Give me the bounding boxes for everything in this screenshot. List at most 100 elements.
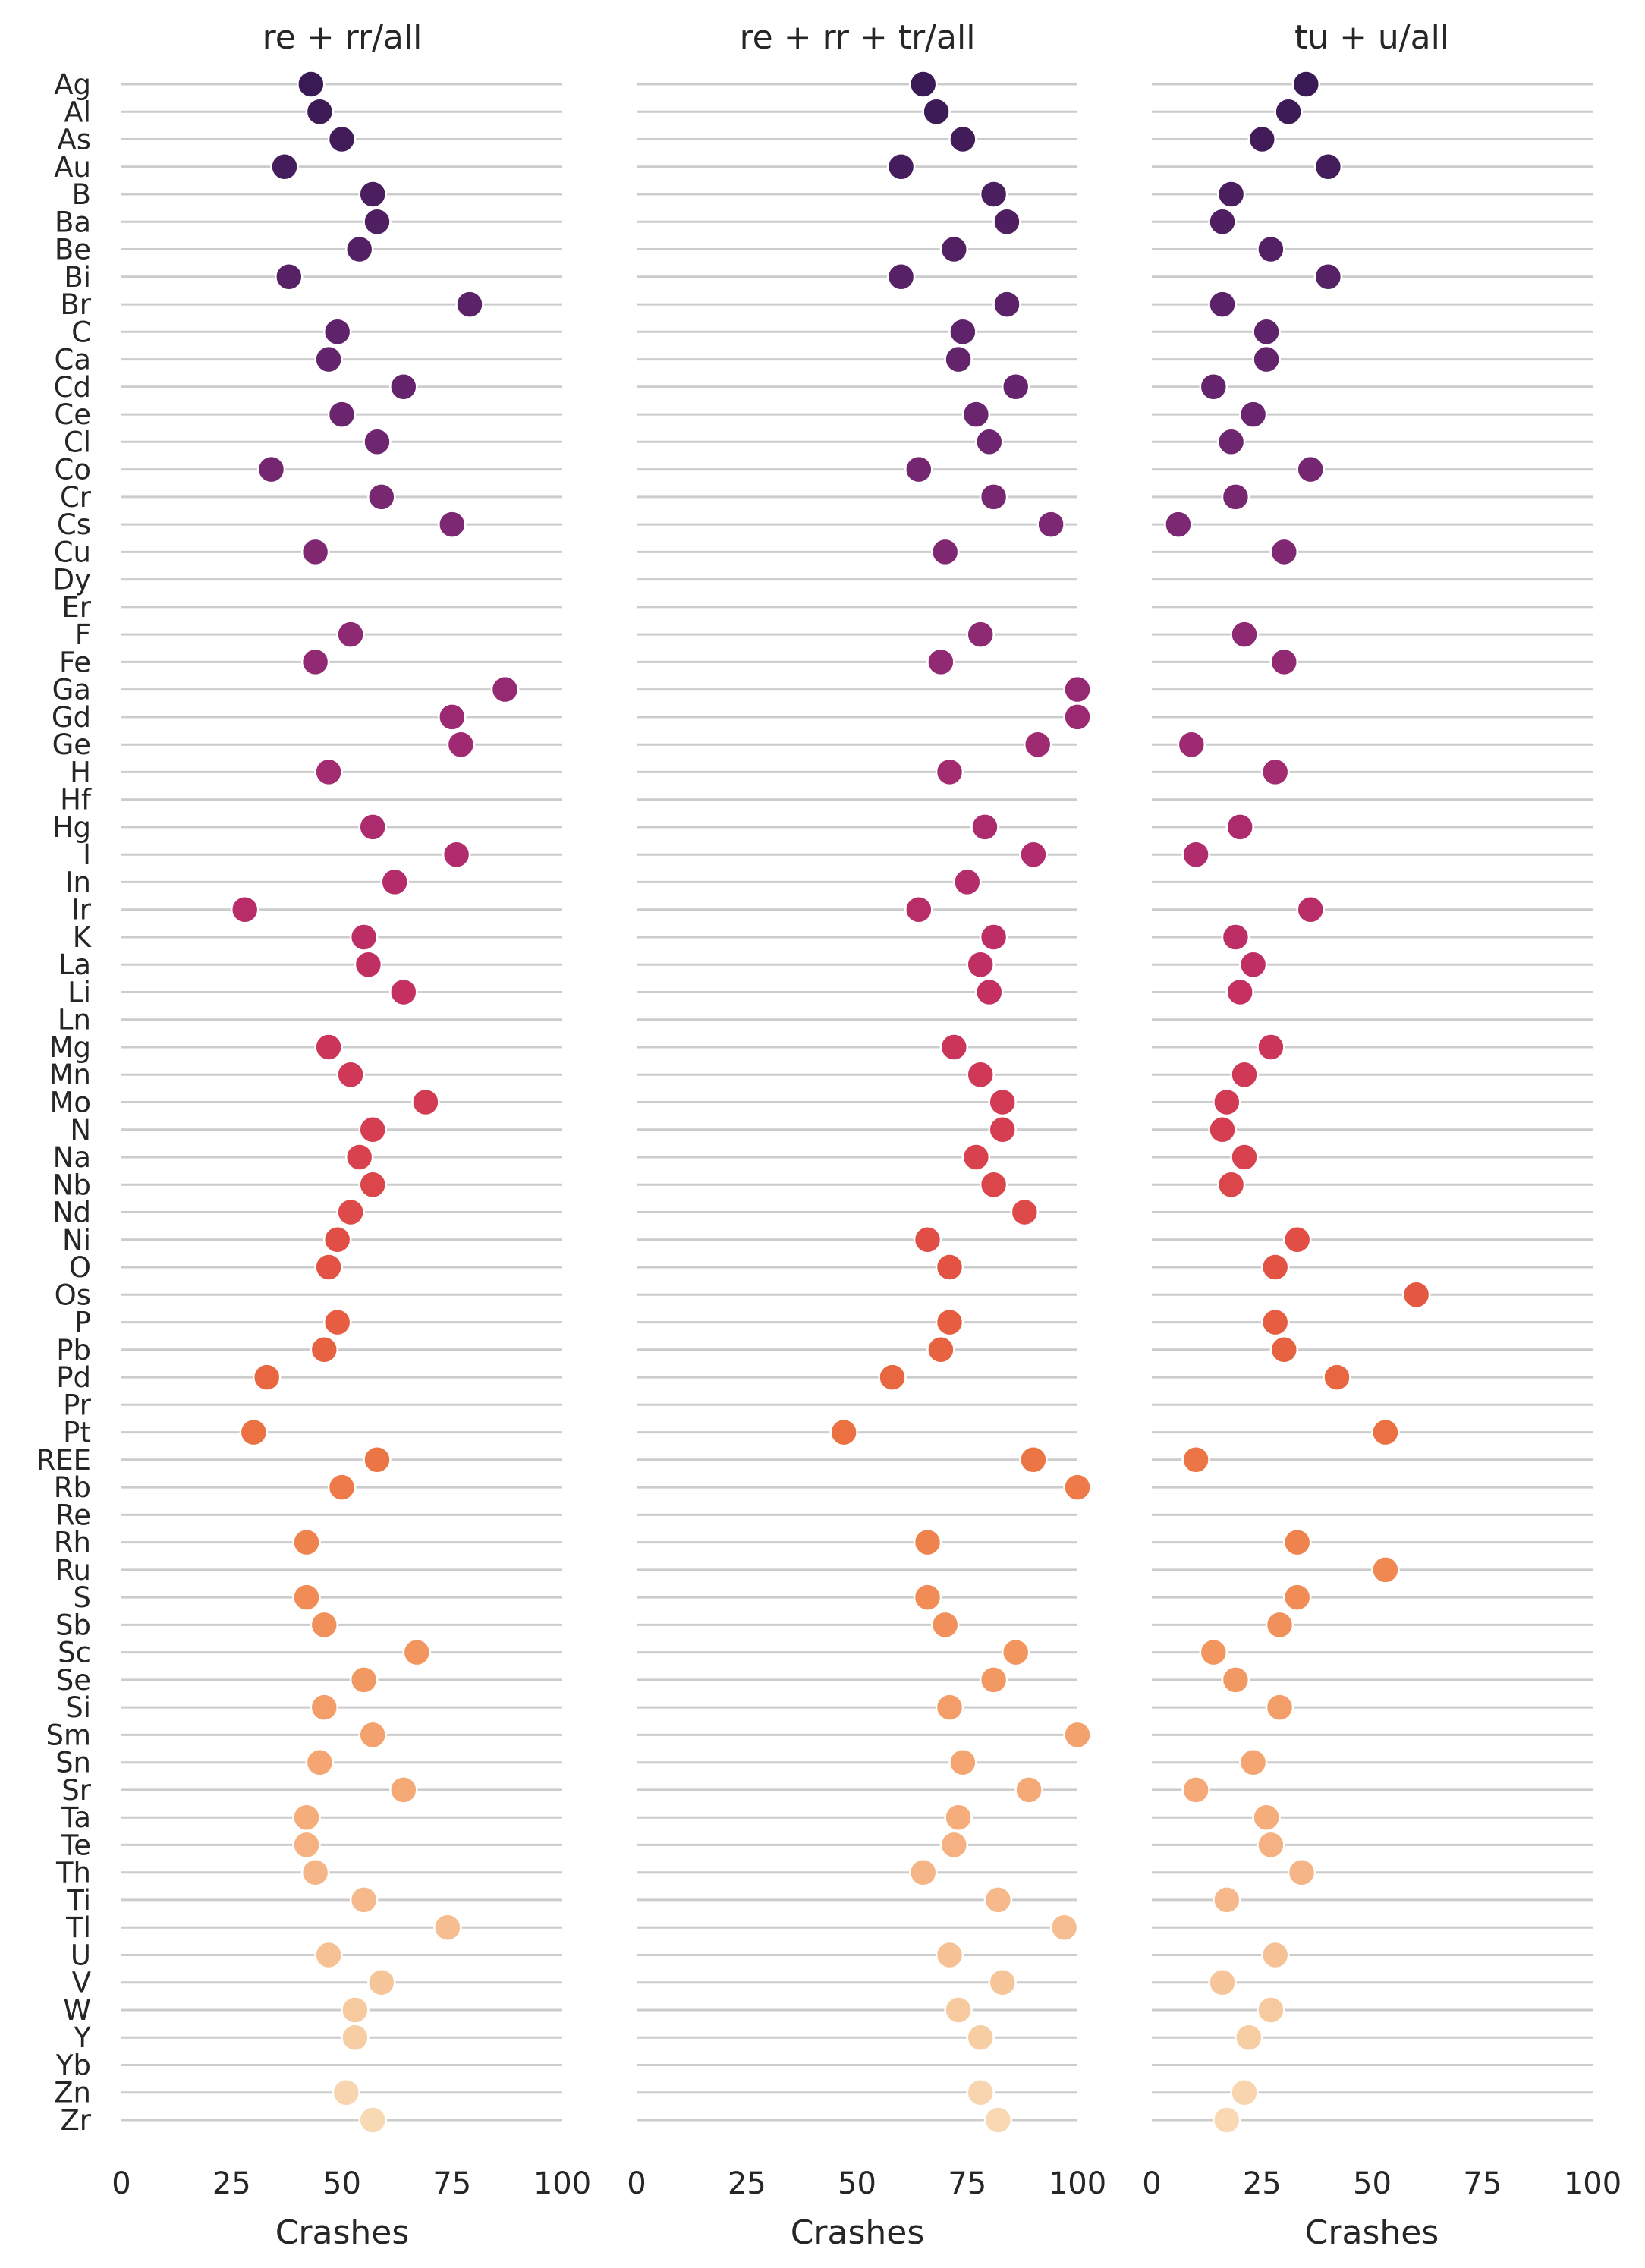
data-point-fe bbox=[300, 647, 330, 677]
data-point-pb bbox=[310, 1335, 339, 1364]
data-point-ti bbox=[983, 1886, 1013, 1914]
data-point-o bbox=[935, 1253, 964, 1282]
data-point-se bbox=[1221, 1666, 1250, 1694]
category-label: Al bbox=[64, 96, 91, 128]
data-point-ce bbox=[327, 400, 357, 429]
category-label: Se bbox=[56, 1664, 91, 1697]
data-point-la bbox=[966, 950, 995, 979]
data-point-cu bbox=[1269, 537, 1299, 567]
data-point-sr bbox=[1014, 1776, 1043, 1804]
data-point-th bbox=[908, 1857, 938, 1887]
category-label: Li bbox=[68, 977, 91, 1009]
data-point-sc bbox=[1199, 1637, 1228, 1667]
data-point-co bbox=[904, 455, 933, 484]
data-point-ru bbox=[1371, 1556, 1400, 1584]
category-label: La bbox=[58, 948, 91, 981]
data-point-pt bbox=[829, 1417, 858, 1447]
category-label: N bbox=[70, 1114, 91, 1147]
data-point-ni bbox=[913, 1225, 942, 1254]
data-point-mn bbox=[336, 1060, 365, 1089]
grid-lines bbox=[1152, 83, 1593, 2122]
data-point-y bbox=[341, 2023, 370, 2052]
data-point-gd bbox=[1063, 703, 1092, 731]
data-point-li bbox=[389, 977, 418, 1007]
data-point-br bbox=[992, 290, 1021, 319]
data-point-ti bbox=[1213, 1886, 1241, 1914]
data-point-as bbox=[1247, 124, 1277, 154]
data-point-u bbox=[935, 1940, 964, 1970]
data-point-au bbox=[886, 153, 916, 181]
data-point-sb bbox=[310, 1610, 339, 1640]
data-point-ce bbox=[1238, 400, 1268, 429]
data-point-cr bbox=[1221, 483, 1250, 511]
data-point-ce bbox=[961, 400, 991, 429]
data-point-si bbox=[1265, 1693, 1294, 1722]
category-label: Co bbox=[55, 454, 91, 486]
data-point-v bbox=[367, 1968, 396, 1997]
category-label: I bbox=[83, 838, 91, 871]
grid-lines bbox=[121, 83, 562, 2122]
category-label: Mg bbox=[49, 1031, 91, 1064]
category-label: Th bbox=[55, 1857, 91, 1889]
category-label: Mo bbox=[49, 1087, 91, 1119]
category-label: Dy bbox=[53, 564, 91, 596]
category-label: Cl bbox=[64, 426, 91, 458]
data-point-cr bbox=[979, 483, 1008, 511]
data-point-pd bbox=[878, 1363, 907, 1392]
data-point-se bbox=[979, 1666, 1008, 1694]
category-label: Ga bbox=[52, 674, 91, 706]
data-point-ta bbox=[944, 1803, 973, 1832]
category-labels: AgAlAsAuBBaBeBiBrCCaCdCeClCoCrCsCuDyErFF… bbox=[36, 68, 93, 2137]
data-point-o bbox=[1260, 1253, 1290, 1282]
category-label: V bbox=[72, 1967, 91, 1999]
category-label: Na bbox=[53, 1141, 91, 1174]
data-point-zn bbox=[1230, 2078, 1259, 2107]
data-point-cl bbox=[363, 427, 392, 457]
data-point-te bbox=[292, 1830, 321, 1860]
data-point-sn bbox=[1238, 1747, 1268, 1777]
category-label: Gd bbox=[52, 701, 91, 734]
data-point-p bbox=[1260, 1307, 1290, 1337]
category-label: Nd bbox=[52, 1197, 91, 1229]
data-point-au bbox=[270, 153, 299, 181]
x-tick-label: 0 bbox=[1142, 2166, 1161, 2201]
data-point-f bbox=[966, 620, 995, 649]
data-point-ir bbox=[230, 895, 259, 924]
data-point-h bbox=[1260, 757, 1290, 787]
category-label: Au bbox=[54, 151, 91, 184]
data-point-mo bbox=[411, 1087, 440, 1117]
x-tick-label: 0 bbox=[627, 2166, 646, 2201]
data-point-f bbox=[1230, 620, 1259, 649]
data-point-na bbox=[1230, 1143, 1259, 1172]
category-label: Ag bbox=[54, 68, 91, 101]
x-tick-label: 100 bbox=[1049, 2166, 1106, 2201]
data-point-i bbox=[1019, 840, 1048, 869]
x-tick-label: 0 bbox=[112, 2166, 131, 2201]
data-point-ree bbox=[363, 1445, 392, 1474]
data-point-be bbox=[1257, 234, 1285, 264]
data-point-cs bbox=[1036, 510, 1065, 539]
category-label: Ni bbox=[62, 1224, 91, 1257]
data-point-in bbox=[380, 867, 409, 897]
category-label: Ta bbox=[61, 1801, 91, 1834]
data-point-ge bbox=[1023, 730, 1052, 759]
category-label: As bbox=[57, 124, 91, 156]
panel-re-rr: re + rr/all Crashes 0 25 50 75 100 bbox=[112, 18, 591, 2252]
data-point-u bbox=[1260, 1940, 1290, 1970]
data-point-te bbox=[1257, 1830, 1285, 1860]
category-label: Nb bbox=[52, 1169, 91, 1201]
data-point-cs bbox=[438, 510, 467, 539]
data-point-al bbox=[1274, 97, 1303, 127]
category-label: Cd bbox=[54, 371, 91, 404]
category-label: In bbox=[65, 866, 91, 898]
data-point-b bbox=[979, 180, 1008, 209]
data-point-tl bbox=[1049, 1913, 1079, 1942]
category-label: Zr bbox=[60, 2104, 91, 2137]
data-point-nd bbox=[1010, 1197, 1040, 1227]
data-point-na bbox=[961, 1143, 991, 1172]
data-point-ca bbox=[944, 344, 973, 374]
data-point-rb bbox=[1063, 1473, 1092, 1502]
data-point-sb bbox=[930, 1610, 960, 1640]
category-label: O bbox=[69, 1251, 91, 1284]
